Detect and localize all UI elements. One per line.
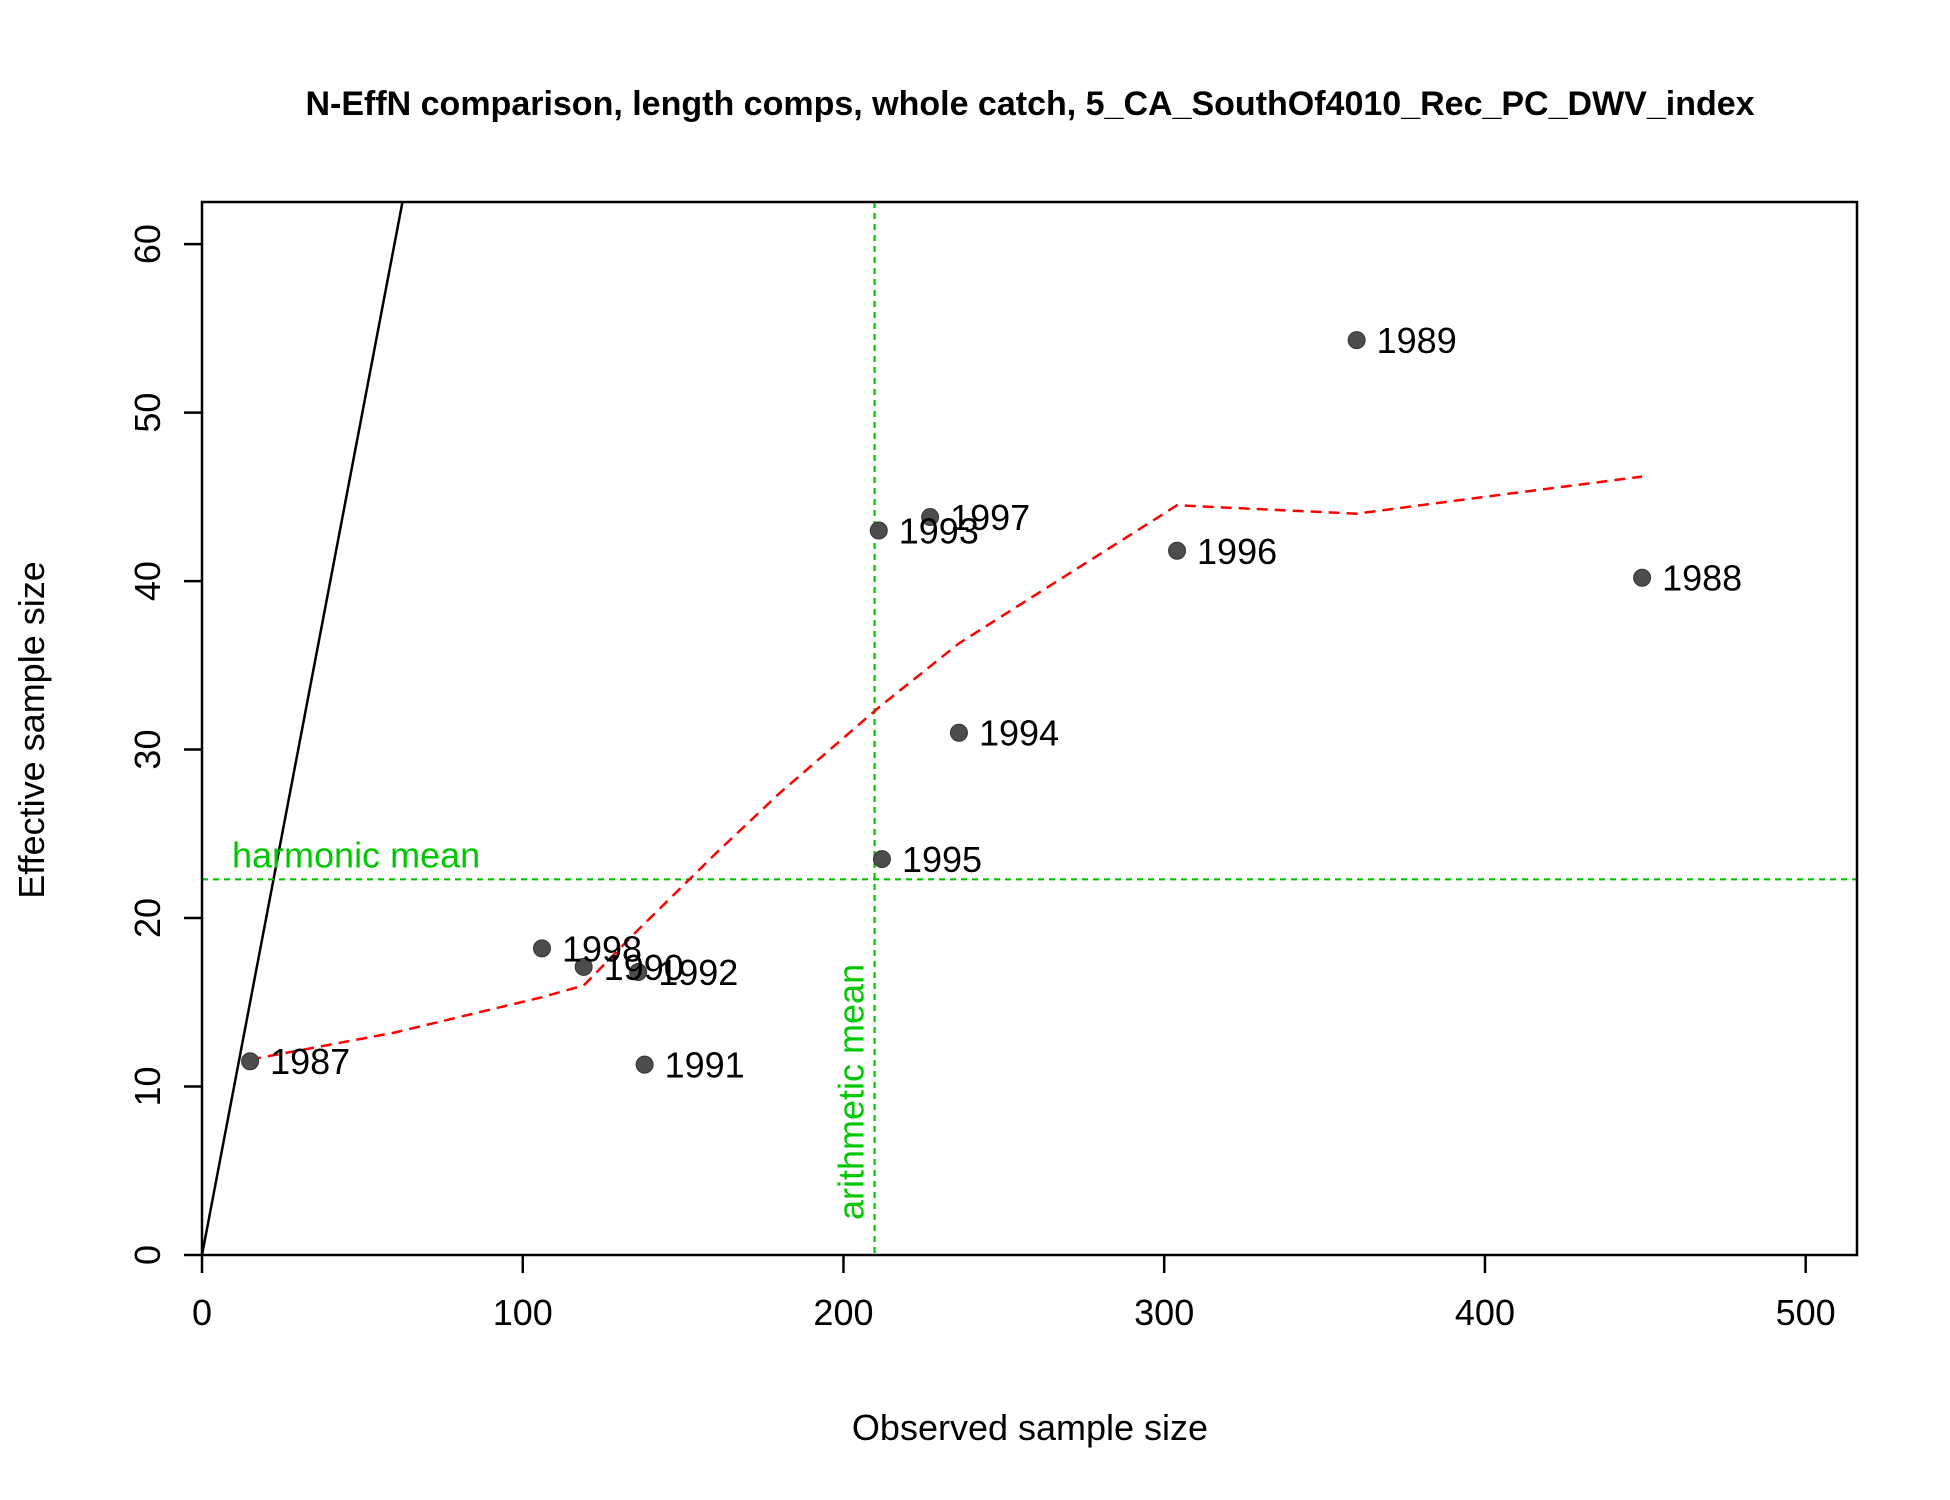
point-label-1992: 1992	[658, 952, 738, 993]
point-1998	[532, 939, 551, 958]
arithmetic-mean-label: arithmetic mean	[831, 964, 872, 1220]
point-label-1987: 1987	[270, 1041, 350, 1082]
y-tick-label: 20	[127, 898, 168, 938]
point-1994	[949, 723, 968, 742]
plot-frame	[200, 200, 1859, 1257]
point-label-1988: 1988	[1662, 558, 1742, 599]
y-tick-label: 30	[127, 730, 168, 770]
point-label-1997: 1997	[950, 497, 1030, 538]
x-tick-label: 500	[1776, 1292, 1836, 1333]
point-1991	[635, 1055, 654, 1074]
point-1989	[1347, 331, 1366, 350]
point-1996	[1168, 541, 1187, 560]
point-1992	[629, 962, 648, 981]
x-tick-label: 100	[493, 1292, 553, 1333]
point-1988	[1633, 568, 1652, 587]
point-label-1995: 1995	[902, 839, 982, 880]
point-1995	[872, 850, 891, 869]
point-label-1993: 1993	[899, 511, 979, 552]
x-tick-label: 400	[1455, 1292, 1515, 1333]
chart-title: N-EffN comparison, length comps, whole c…	[305, 85, 1754, 123]
x-tick-label: 0	[192, 1292, 212, 1333]
smoother-line	[249, 475, 1643, 1061]
harmonic-mean-label: harmonic mean	[232, 834, 480, 875]
point-label-1989: 1989	[1377, 320, 1457, 361]
x-tick-label: 300	[1134, 1292, 1194, 1333]
point-label-1994: 1994	[979, 713, 1059, 754]
point-1993	[869, 521, 888, 540]
identity-line	[202, 202, 404, 1255]
y-tick-label: 50	[127, 393, 168, 433]
point-1997	[921, 508, 940, 527]
x-axis-label: Observed sample size	[852, 1407, 1208, 1448]
y-tick-label: 10	[127, 1066, 168, 1106]
point-label-1990: 1990	[604, 947, 684, 988]
y-tick-label: 40	[127, 561, 168, 601]
point-1990	[574, 957, 593, 976]
y-tick-label: 0	[127, 1245, 168, 1265]
point-1987	[241, 1052, 260, 1071]
y-axis-label: Effective sample size	[11, 561, 52, 898]
point-label-1998: 1998	[562, 928, 642, 969]
y-tick-label: 60	[127, 224, 168, 264]
x-tick-label: 200	[813, 1292, 873, 1333]
point-label-1996: 1996	[1197, 531, 1277, 572]
point-label-1991: 1991	[665, 1045, 745, 1086]
